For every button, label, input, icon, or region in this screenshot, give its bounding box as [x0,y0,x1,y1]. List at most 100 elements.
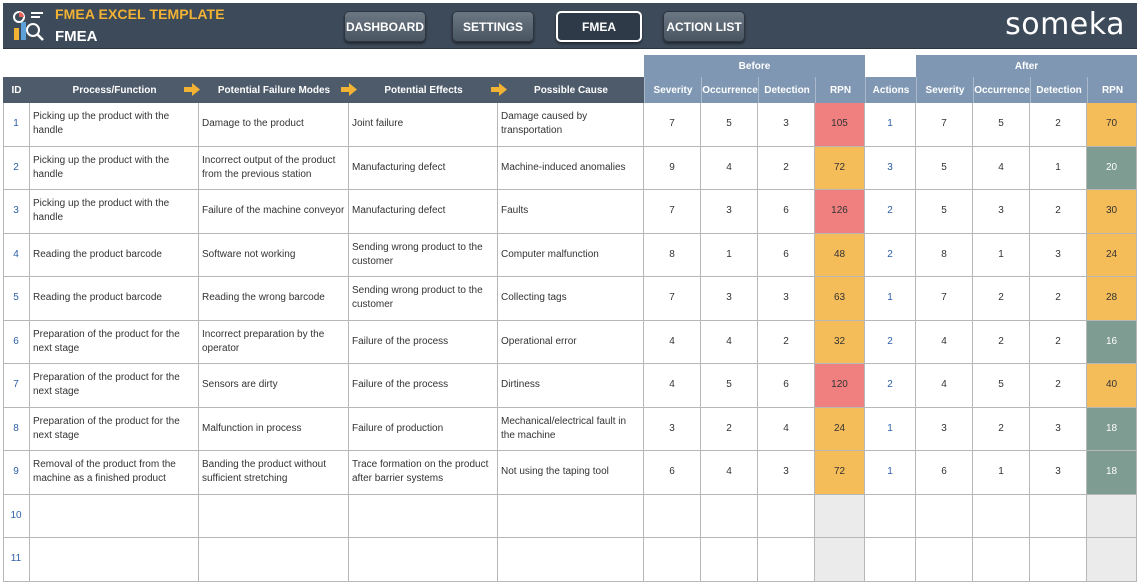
severity-cell[interactable]: 7 [644,190,701,233]
effect-cell[interactable] [349,494,498,537]
after-detection-cell[interactable]: 1 [1030,146,1087,189]
actions-cell[interactable]: 1 [865,103,916,146]
after-occurrence-cell[interactable]: 4 [973,146,1030,189]
failure-mode-cell[interactable]: Reading the wrong barcode [199,277,349,320]
after-rpn-cell[interactable]: 70 [1087,103,1137,146]
effect-cell[interactable]: Failure of the process [349,320,498,363]
process-cell[interactable]: Preparation of the product for the next … [30,407,199,450]
after-rpn-cell[interactable] [1087,494,1137,537]
cause-cell[interactable]: Mechanical/electrical fault in the machi… [498,407,644,450]
row-id[interactable]: 5 [3,277,30,320]
cause-cell[interactable]: Computer malfunction [498,233,644,276]
effect-cell[interactable]: Sending wrong product to the customer [349,277,498,320]
effect-cell[interactable]: Joint failure [349,103,498,146]
effect-cell[interactable]: Trace formation on the product after bar… [349,451,498,494]
fmea-button[interactable]: FMEA [556,11,642,42]
after-occurrence-cell[interactable] [973,538,1030,581]
after-severity-cell[interactable] [916,494,973,537]
failure-mode-cell[interactable]: Incorrect preparation by the operator [199,320,349,363]
row-id[interactable]: 2 [3,146,30,189]
occurrence-cell[interactable]: 1 [701,233,758,276]
occurrence-cell[interactable]: 3 [701,190,758,233]
detection-cell[interactable]: 3 [758,277,815,320]
rpn-cell[interactable]: 24 [815,407,865,450]
row-id[interactable]: 4 [3,233,30,276]
cause-cell[interactable]: Machine-induced anomalies [498,146,644,189]
severity-cell[interactable] [644,538,701,581]
rpn-cell[interactable] [815,494,865,537]
cause-cell[interactable]: Dirtiness [498,364,644,407]
row-id[interactable]: 1 [3,103,30,146]
after-severity-cell[interactable]: 4 [916,364,973,407]
after-severity-cell[interactable] [916,538,973,581]
detection-cell[interactable]: 6 [758,233,815,276]
after-rpn-cell[interactable]: 40 [1087,364,1137,407]
after-detection-cell[interactable]: 2 [1030,190,1087,233]
effect-cell[interactable]: Manufacturing defect [349,146,498,189]
severity-cell[interactable]: 4 [644,364,701,407]
detection-cell[interactable]: 3 [758,451,815,494]
row-id[interactable]: 3 [3,190,30,233]
rpn-cell[interactable]: 63 [815,277,865,320]
settings-button[interactable]: SETTINGS [452,11,534,42]
cause-cell[interactable]: Operational error [498,320,644,363]
failure-mode-cell[interactable] [199,494,349,537]
after-rpn-cell[interactable]: 20 [1087,146,1137,189]
rpn-cell[interactable]: 120 [815,364,865,407]
after-detection-cell[interactable]: 2 [1030,320,1087,363]
after-occurrence-cell[interactable]: 1 [973,233,1030,276]
failure-mode-cell[interactable]: Damage to the product [199,103,349,146]
failure-mode-cell[interactable]: Incorrect output of the product from the… [199,146,349,189]
after-severity-cell[interactable]: 8 [916,233,973,276]
failure-mode-cell[interactable]: Software not working [199,233,349,276]
after-detection-cell[interactable]: 2 [1030,364,1087,407]
after-rpn-cell[interactable] [1087,538,1137,581]
rpn-cell[interactable]: 32 [815,320,865,363]
after-detection-cell[interactable]: 2 [1030,277,1087,320]
failure-mode-cell[interactable] [199,538,349,581]
action-list-button[interactable]: ACTION LIST [663,11,745,42]
severity-cell[interactable] [644,494,701,537]
dashboard-button[interactable]: DASHBOARD [344,11,426,42]
after-rpn-cell[interactable]: 24 [1087,233,1137,276]
detection-cell[interactable]: 6 [758,364,815,407]
failure-mode-cell[interactable]: Malfunction in process [199,407,349,450]
after-rpn-cell[interactable]: 18 [1087,451,1137,494]
detection-cell[interactable] [758,538,815,581]
actions-cell[interactable]: 1 [865,407,916,450]
after-rpn-cell[interactable]: 16 [1087,320,1137,363]
occurrence-cell[interactable]: 3 [701,277,758,320]
after-occurrence-cell[interactable]: 5 [973,364,1030,407]
occurrence-cell[interactable]: 4 [701,146,758,189]
cause-cell[interactable] [498,538,644,581]
after-occurrence-cell[interactable]: 3 [973,190,1030,233]
severity-cell[interactable]: 9 [644,146,701,189]
after-detection-cell[interactable]: 2 [1030,103,1087,146]
detection-cell[interactable]: 6 [758,190,815,233]
rpn-cell[interactable]: 48 [815,233,865,276]
effect-cell[interactable]: Sending wrong product to the customer [349,233,498,276]
actions-cell[interactable] [865,538,916,581]
actions-cell[interactable] [865,494,916,537]
cause-cell[interactable]: Faults [498,190,644,233]
detection-cell[interactable]: 3 [758,103,815,146]
process-cell[interactable]: Preparation of the product for the next … [30,320,199,363]
detection-cell[interactable]: 4 [758,407,815,450]
process-cell[interactable]: Preparation of the product for the next … [30,364,199,407]
cause-cell[interactable]: Collecting tags [498,277,644,320]
after-rpn-cell[interactable]: 28 [1087,277,1137,320]
after-detection-cell[interactable]: 3 [1030,407,1087,450]
process-cell[interactable]: Reading the product barcode [30,277,199,320]
severity-cell[interactable]: 7 [644,103,701,146]
after-detection-cell[interactable] [1030,494,1087,537]
actions-cell[interactable]: 1 [865,277,916,320]
after-detection-cell[interactable]: 3 [1030,451,1087,494]
cause-cell[interactable]: Not using the taping tool [498,451,644,494]
process-cell[interactable]: Picking up the product with the handle [30,190,199,233]
process-cell[interactable]: Reading the product barcode [30,233,199,276]
after-occurrence-cell[interactable]: 1 [973,451,1030,494]
occurrence-cell[interactable]: 5 [701,364,758,407]
after-severity-cell[interactable]: 5 [916,146,973,189]
after-rpn-cell[interactable]: 30 [1087,190,1137,233]
after-occurrence-cell[interactable] [973,494,1030,537]
